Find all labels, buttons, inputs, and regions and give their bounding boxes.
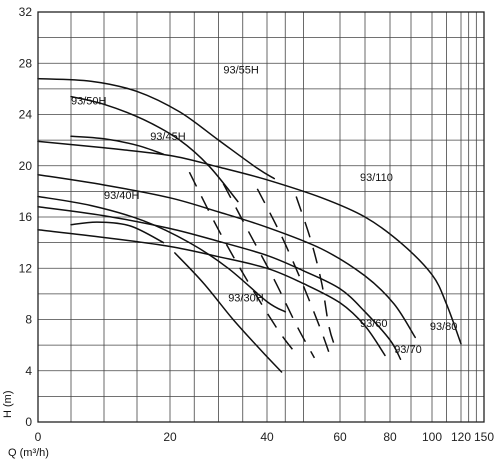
y-tick-label: 28: [19, 56, 33, 70]
grid: [37, 11, 485, 423]
plot-frame: [37, 11, 485, 423]
y-tick-label: 12: [19, 261, 33, 275]
y-tick-label: 16: [19, 210, 33, 224]
curve-93-70: [37, 206, 402, 360]
x-tick-label: 100: [422, 430, 442, 444]
x-tick-label: 60: [333, 430, 347, 444]
curve-93-110: [37, 140, 462, 345]
axis-ticks: 0 4 8 12 16 20 24 28 32 0 20 40 60 80 100 120 150: [19, 5, 495, 444]
curve-label: 93/45H: [150, 131, 186, 143]
curve-label: 93/30H: [228, 293, 264, 305]
curve-93-55h: [37, 77, 276, 180]
x-tick-label: 80: [383, 430, 397, 444]
y-tick-label: 0: [25, 415, 32, 429]
dashed-lines: [188, 171, 338, 359]
curve-label: 93/60: [360, 318, 388, 330]
y-tick-label: 24: [19, 108, 33, 122]
curve-label: 93/40H: [104, 190, 140, 202]
x-tick-label: 20: [163, 430, 177, 444]
y-tick-label: 32: [19, 5, 33, 19]
curve-label: 93/110: [360, 172, 393, 184]
curve-label: 93/70: [394, 344, 422, 356]
curve-93-60: [37, 229, 386, 357]
curve-93-30h: [70, 221, 165, 244]
dashed-line: [188, 171, 297, 355]
x-axis-label: Q (m³/h): [8, 447, 49, 459]
x-tick-label: 150: [474, 430, 494, 444]
x-tick-label: 40: [260, 430, 274, 444]
curve-label: 93/80: [430, 321, 458, 333]
curve-93-50h: [70, 95, 239, 203]
y-tick-label: 20: [19, 159, 33, 173]
y-axis-label: H (m): [2, 391, 14, 419]
curve-labels: 93/55H 93/50H 93/45H 93/110 93/40H 93/30H 93/6…: [71, 65, 457, 356]
dashed-line: [222, 183, 316, 359]
y-tick-label: 8: [25, 313, 32, 327]
curve-label: 93/50H: [71, 95, 107, 107]
x-tick-label: 0: [35, 430, 42, 444]
curve-93-45h: [70, 135, 165, 155]
curve-93-80: [37, 173, 416, 339]
curve-93-40h: [37, 195, 287, 313]
curve-93-30h-lower: [174, 252, 283, 373]
dashed-line: [256, 188, 330, 354]
y-tick-label: 4: [25, 364, 32, 378]
dashed-line: [295, 196, 338, 351]
curve-label: 93/55H: [223, 65, 259, 77]
performance-curves: [37, 77, 462, 373]
x-tick-label: 120: [451, 430, 471, 444]
